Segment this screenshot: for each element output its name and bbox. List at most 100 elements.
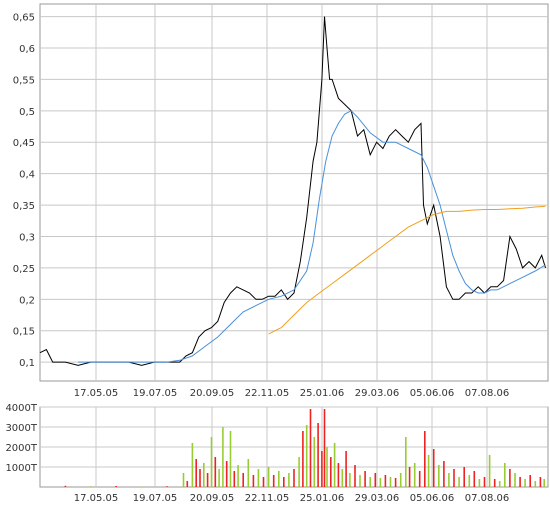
price-x-tick-label: 19.07.05 [133, 388, 178, 399]
volume-bar [369, 477, 371, 487]
volume-bar [278, 471, 280, 487]
volume-bar [504, 463, 506, 487]
long-moving-average-line [268, 205, 546, 335]
price-y-tick-label: 0,1 [19, 358, 35, 369]
volume-bar [463, 467, 465, 487]
volume-x-tick-label: 20.09.05 [190, 493, 235, 504]
volume-bar [302, 431, 304, 487]
volume-bar [524, 479, 526, 487]
volume-bar [498, 481, 501, 487]
volume-bar [399, 473, 402, 487]
volume-bar [488, 455, 491, 487]
volume-bar [288, 473, 290, 487]
volume-bar [326, 447, 328, 487]
volume-bar [298, 457, 300, 487]
volume-bar [330, 457, 332, 487]
volume-bar [186, 481, 189, 487]
volume-bar [341, 469, 344, 487]
volume-bar [418, 471, 421, 487]
price-x-tick-label: 25.01.06 [300, 388, 345, 399]
volume-bar [323, 409, 326, 487]
volume-bar [115, 486, 117, 487]
volume-bar [345, 451, 347, 487]
price-y-tick-label: 0,5 [19, 107, 35, 118]
volume-bar [364, 471, 366, 487]
volume-bar [349, 473, 351, 487]
volume-bar [509, 469, 511, 487]
volume-bar [539, 477, 542, 487]
volume-bar [468, 475, 471, 487]
volume-bar [443, 461, 445, 487]
volume-bar [514, 473, 516, 487]
volume-bar [478, 479, 481, 487]
volume-bar [166, 486, 168, 487]
volume-bar [247, 459, 250, 487]
volume-bar [206, 473, 209, 487]
volume-bar [408, 467, 411, 487]
volume-panel: 1000T 2000T 3000T 4000T 17.05.05 19.07.05 20.0… [5, 403, 549, 504]
volume-bar [195, 459, 197, 487]
price-y-tick-label: 0,6 [19, 44, 35, 55]
volume-bar [257, 469, 260, 487]
price-y-tick-label: 0,45 [13, 138, 35, 149]
volume-bar [473, 471, 476, 487]
volume-bar [384, 475, 387, 487]
volume-bar [374, 473, 377, 487]
price-x-tick-label: 29.03.06 [355, 388, 400, 399]
volume-x-tick-label: 25.01.06 [300, 493, 345, 504]
volume-x-tick-label: 29.03.06 [355, 493, 400, 504]
volume-bar [182, 473, 185, 487]
volume-bar [438, 465, 440, 487]
price-y-tick-label: 0,3 [19, 232, 35, 243]
volume-bar [321, 451, 323, 487]
volume-bar [305, 425, 308, 487]
volume-bar [233, 471, 236, 487]
volume-bar [483, 477, 486, 487]
volume-bar [262, 477, 265, 487]
volume-y-tick-label: 1000T [5, 463, 37, 474]
volume-bar [272, 475, 275, 487]
volume-bar [534, 481, 537, 487]
volume-bar [252, 475, 255, 487]
volume-bar [237, 465, 239, 487]
volume-bar [432, 449, 435, 487]
volume-bar [458, 477, 460, 487]
volume-y-tick-label: 2000T [5, 443, 37, 454]
price-y-tick-label: 0,15 [13, 327, 35, 338]
price-y-tick-label: 0,55 [13, 75, 35, 86]
volume-bar [427, 455, 430, 487]
volume-bar [448, 473, 450, 487]
price-y-tick-label: 0,35 [13, 201, 35, 212]
volume-x-tick-label: 05.06.06 [410, 493, 455, 504]
volume-bar [214, 457, 217, 487]
volume-bar [453, 469, 455, 487]
volume-bar [389, 477, 392, 487]
volume-bar [493, 479, 496, 487]
volume-bar [354, 465, 356, 487]
price-plot-frame [39, 3, 549, 382]
volume-bar [405, 437, 407, 487]
price-y-tick-label: 0,2 [19, 295, 35, 306]
volume-bar [293, 469, 295, 487]
volume-bar [543, 479, 545, 487]
price-x-tick-label: 17.05.05 [74, 388, 119, 399]
price-y-tick-label: 0,4 [19, 170, 35, 181]
price-x-tick-label: 07.08.06 [465, 388, 510, 399]
volume-bar [413, 463, 416, 487]
volume-bar [222, 427, 224, 487]
volume-bar [519, 477, 521, 487]
volume-bar [359, 475, 361, 487]
volume-bar [283, 477, 285, 487]
volume-bar [229, 431, 232, 487]
volume-bar [309, 409, 312, 487]
volume-x-tick-label: 22.11.05 [245, 493, 290, 504]
volume-bar [140, 486, 143, 487]
volume-bar [337, 463, 340, 487]
volume-bar [379, 478, 382, 487]
volume-bar [199, 469, 201, 487]
volume-y-tick-label: 3000T [5, 423, 37, 434]
volume-bar [210, 437, 213, 487]
